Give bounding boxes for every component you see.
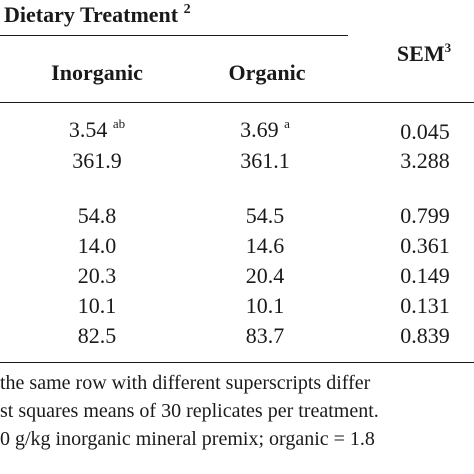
cell-inorganic-row-3: 54.8	[77, 203, 117, 228]
cell-organic-row-7: 83.7	[245, 323, 285, 348]
footnote-line-2: st squares means of 30 replicates per tr…	[0, 400, 379, 422]
group-header-text: Dietary Treatment	[4, 2, 179, 27]
cell-sem-row-2: 3.288	[400, 148, 450, 173]
cell-organic-row-5: 20.4	[245, 263, 285, 288]
cell-organic-row-4: 14.6	[245, 233, 285, 258]
cell-organic-row-6: 10.1	[245, 293, 285, 318]
group-header-footnote-marker: 2	[183, 2, 191, 17]
cell-sem-row-1: 0.045	[400, 119, 450, 144]
cell-value: 3.54	[68, 117, 108, 142]
footnote-line-3: 0 g/kg inorganic mineral premix; organic…	[0, 428, 375, 450]
column-header-organic: Organic	[228, 60, 306, 85]
column-header-sem-footnote-marker: 3	[444, 40, 452, 55]
header-rule	[0, 102, 474, 103]
cell-sem-row-7: 0.839	[400, 323, 450, 348]
cell-sem-row-6: 0.131	[400, 293, 450, 318]
group-header-rule	[0, 35, 348, 36]
cell-inorganic-row-5: 20.3	[77, 263, 117, 288]
cell-superscript: a	[284, 116, 290, 131]
cell-organic-row-2: 361.1	[240, 148, 290, 173]
cell-inorganic-row-7: 82.5	[77, 323, 117, 348]
cell-inorganic-row-6: 10.1	[77, 293, 117, 318]
cell-organic-row-3: 54.5	[245, 203, 285, 228]
cell-sem-row-4: 0.361	[400, 233, 450, 258]
cell-organic-row-1: 3.69 a	[240, 116, 290, 143]
cell-inorganic-row-4: 14.0	[77, 233, 117, 258]
footer-rule	[0, 362, 474, 363]
footnote-line-1: the same row with different superscripts…	[0, 372, 371, 394]
cell-value: 3.69	[240, 117, 279, 142]
column-header-sem-text: SEM	[396, 41, 445, 66]
cell-inorganic-row-2: 361.9	[72, 148, 122, 173]
cell-superscript: ab	[112, 116, 126, 131]
group-header-dietary-treatment: Dietary Treatment 2	[4, 2, 191, 28]
cell-inorganic-row-1: 3.54 ab	[69, 116, 125, 143]
column-header-sem: SEM3	[397, 40, 451, 67]
column-header-inorganic: Inorganic	[51, 60, 143, 85]
cell-sem-row-3: 0.799	[400, 203, 450, 228]
cell-sem-row-5: 0.149	[400, 263, 450, 288]
